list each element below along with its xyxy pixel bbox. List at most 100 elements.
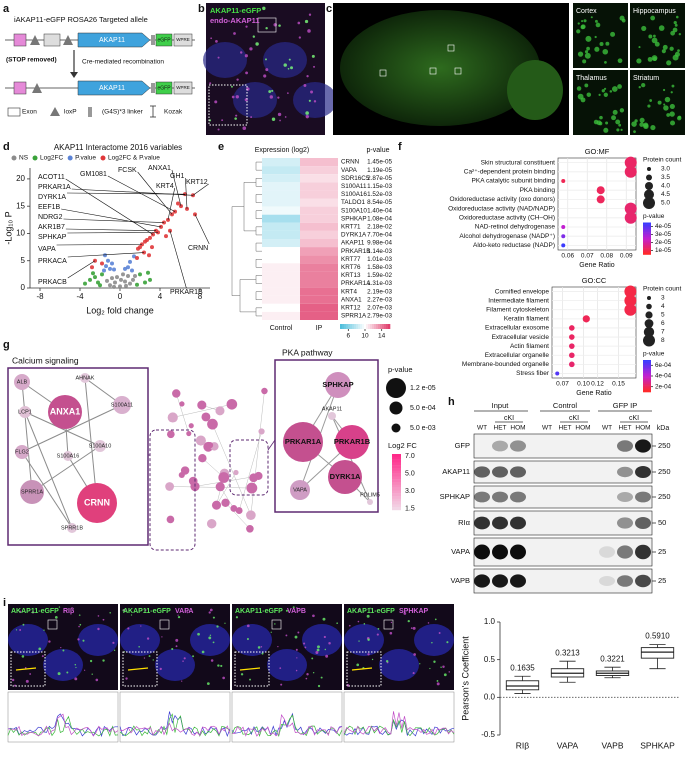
point <box>83 281 87 286</box>
point <box>104 264 108 269</box>
cell <box>604 61 607 64</box>
legend-label: 6 <box>661 320 665 327</box>
gene-annotation: PRKAR1B <box>170 289 203 296</box>
x-tick-label: SPHKAP <box>640 740 675 750</box>
colorbar <box>643 240 651 242</box>
puncta <box>21 655 25 658</box>
cell <box>647 104 651 108</box>
point <box>124 283 128 288</box>
puncta <box>277 112 282 117</box>
roi <box>383 619 394 630</box>
puncta <box>175 638 179 642</box>
cell <box>670 91 673 94</box>
point <box>110 276 114 281</box>
puncta <box>308 13 312 16</box>
puncta <box>278 24 281 27</box>
puncta <box>183 657 186 660</box>
category-label: Membrane-bounded organelle <box>462 361 549 368</box>
dot <box>596 186 605 195</box>
inset <box>122 651 158 687</box>
intensity-profile <box>231 713 343 737</box>
p-value-label: 1.19e-05 <box>367 167 392 174</box>
nucleus <box>302 624 342 656</box>
linker <box>151 83 155 93</box>
category-label: Cornified envelope <box>495 288 550 295</box>
node <box>19 406 31 418</box>
puncta <box>268 90 272 93</box>
node <box>179 401 185 407</box>
row-label: CRNN <box>341 159 360 166</box>
gene-annotation: PRKACB <box>38 279 67 286</box>
cell <box>678 33 681 36</box>
puncta <box>152 659 154 661</box>
node-label: LCP1 <box>18 409 32 415</box>
puncta <box>125 677 128 680</box>
band <box>617 492 633 502</box>
node <box>201 412 211 422</box>
cell <box>631 121 637 127</box>
puncta <box>312 614 315 618</box>
p-value-label: 1.08e-04 <box>367 215 392 222</box>
puncta <box>233 32 236 35</box>
cell <box>590 16 593 19</box>
colorbar <box>352 324 355 329</box>
heatmap-cell <box>300 255 338 264</box>
puncta <box>231 95 235 99</box>
node <box>206 441 214 449</box>
puncta <box>112 641 115 644</box>
roi <box>271 619 282 630</box>
heatmap-cell <box>300 239 338 248</box>
colorbar <box>643 244 651 247</box>
puncta <box>97 627 100 631</box>
heatmap-cell <box>262 311 300 320</box>
row-label: GFP <box>455 441 470 450</box>
heatmap-cell <box>300 206 338 215</box>
annotation-line <box>171 169 182 207</box>
legend-label: Exon <box>22 109 37 116</box>
puncta <box>130 614 133 616</box>
gene-annotation: FCSK <box>118 167 137 174</box>
heatmap-cell <box>262 206 300 215</box>
puncta <box>304 19 309 24</box>
cell <box>584 52 591 59</box>
puncta <box>284 116 287 118</box>
puncta <box>54 616 58 619</box>
dot <box>624 303 637 316</box>
puncta <box>310 90 313 94</box>
cell <box>638 46 641 49</box>
nucleus <box>8 624 48 656</box>
cell <box>605 41 610 46</box>
legend-label: 5.0 <box>661 200 670 207</box>
cell <box>576 86 582 91</box>
point <box>147 253 151 258</box>
edge <box>331 415 371 503</box>
colorbar <box>364 324 367 329</box>
heatmap-cell <box>262 295 300 304</box>
legend-label: 5.0 e-03 <box>410 425 436 432</box>
puncta <box>66 671 69 674</box>
panel-letter: e <box>218 141 224 153</box>
colorbar <box>643 227 651 230</box>
lane-label: WT <box>542 425 552 432</box>
annotation-line <box>65 178 154 235</box>
band <box>599 546 615 558</box>
p-value-label: 2.27e-03 <box>367 296 392 303</box>
colorbar <box>643 379 651 382</box>
colorbar <box>643 368 651 370</box>
cell <box>620 128 623 131</box>
legend-label: 3 <box>661 295 665 302</box>
cell <box>599 41 604 46</box>
band <box>492 544 508 560</box>
puncta <box>446 641 449 644</box>
colorbar <box>378 324 381 329</box>
colorbar <box>643 380 651 383</box>
x-axis-label: Gene Ratio <box>579 262 615 269</box>
legend-label: loxP <box>64 109 77 116</box>
dot <box>624 156 637 169</box>
connector <box>267 439 276 451</box>
puncta <box>412 672 415 675</box>
x-tick-label: VAPB <box>601 740 623 750</box>
heatmap-cell <box>262 214 300 223</box>
legend-dot <box>644 319 654 328</box>
legend-dot <box>647 296 651 300</box>
